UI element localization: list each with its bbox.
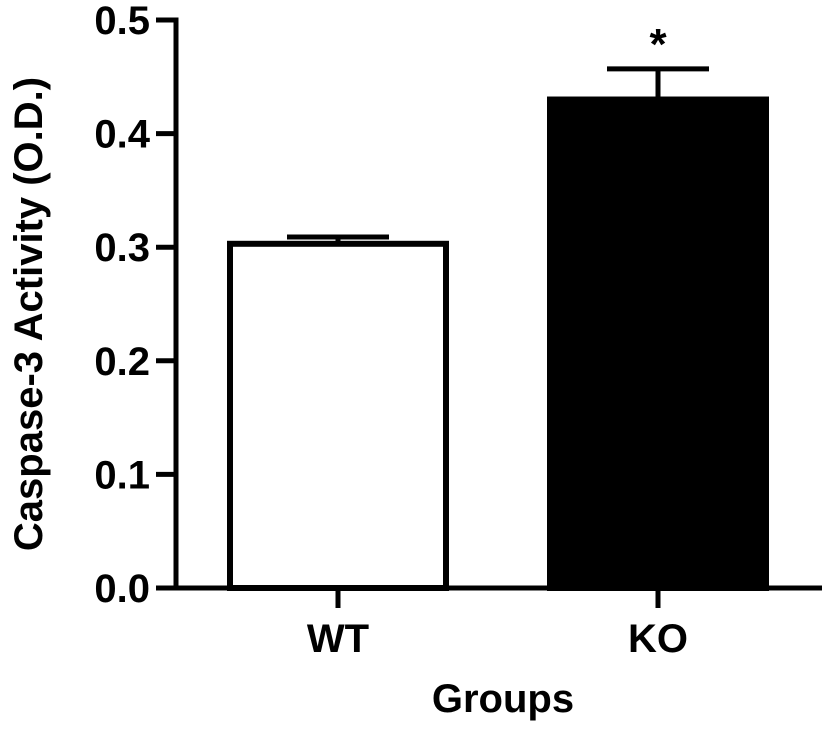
x-ticks-layer: WT KO (307, 588, 688, 661)
annotations-layer: * (649, 20, 667, 69)
error-bars-layer (287, 66, 709, 244)
x-axis-title: Groups (432, 677, 574, 721)
y-tick-label: 0.0 (94, 567, 150, 611)
y-tick-label: 0.3 (94, 226, 150, 270)
x-tick-label-ko: KO (628, 617, 688, 661)
bar-wt (227, 240, 449, 592)
bars-layer (227, 96, 769, 592)
y-axis-title: Caspase-3 Activity (O.D.) (7, 77, 51, 551)
y-tick-label: 0.2 (94, 340, 150, 384)
y-ticks-layer: 0.0 0.1 0.2 0.3 0.4 0.5 (94, 0, 176, 611)
y-tick-label: 0.1 (94, 453, 150, 497)
x-tick-label-wt: WT (307, 617, 369, 661)
significance-marker: * (649, 20, 667, 69)
y-tick-label: 0.4 (94, 113, 150, 157)
bar-ko (547, 96, 769, 592)
y-tick-label: 0.5 (94, 0, 150, 43)
